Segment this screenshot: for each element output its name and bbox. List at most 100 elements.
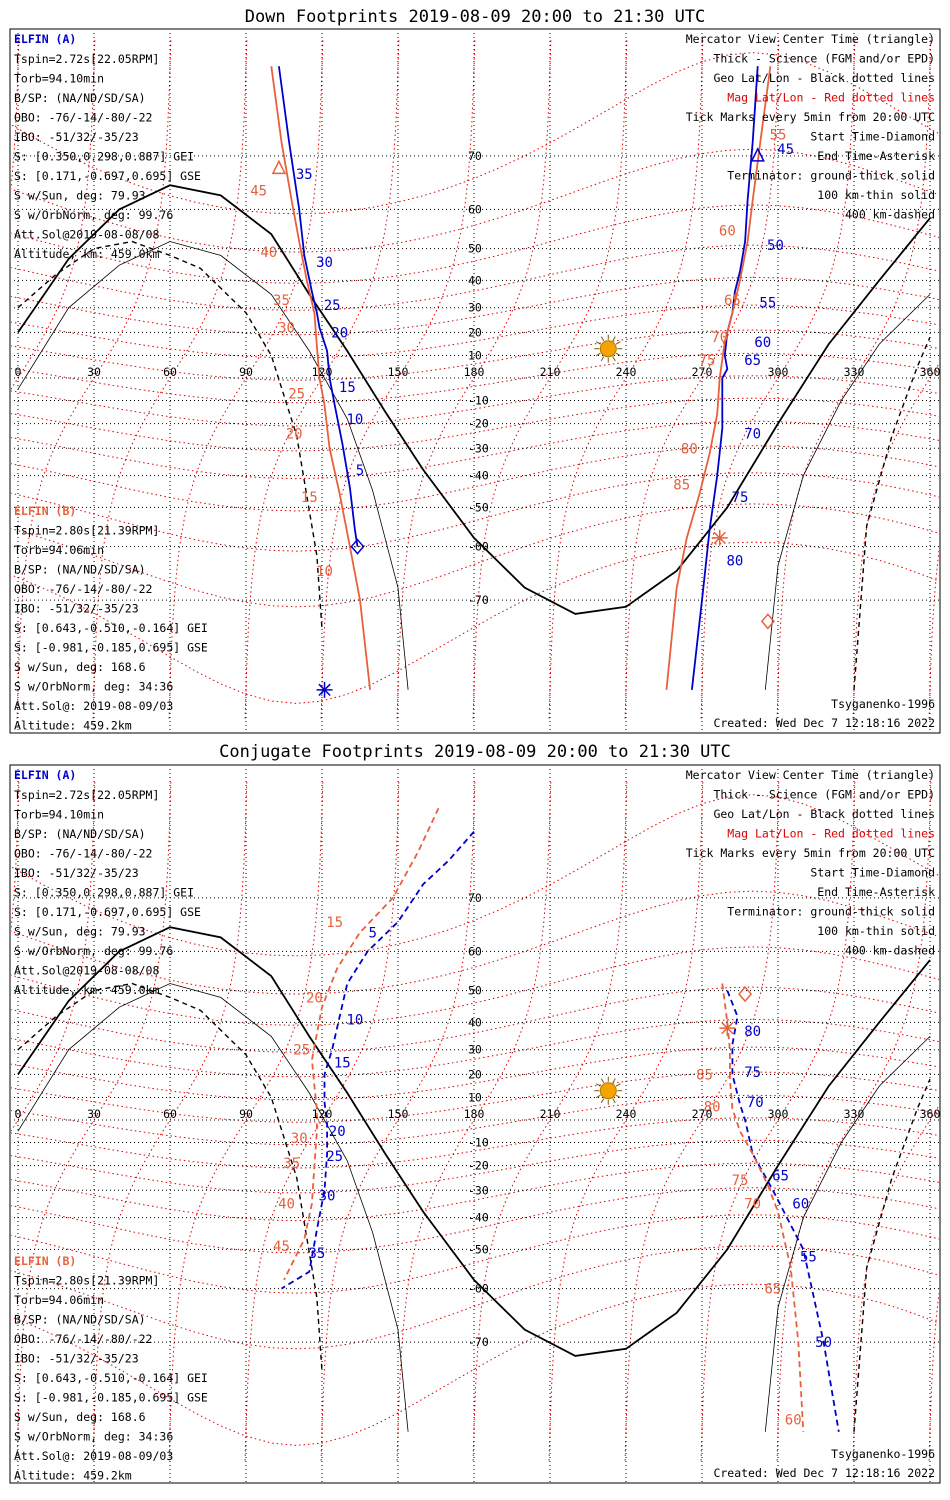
y-tick-label: -20	[468, 1159, 489, 1173]
elfin-a-time-label: 10	[347, 1012, 364, 1028]
x-tick-label: 270	[692, 365, 713, 379]
elfin-a-time-label: 75	[744, 1065, 761, 1081]
mag-latitude-line	[11, 1046, 939, 1101]
elfin-a-time-label: 70	[747, 1095, 764, 1111]
elfin-a-param: OBO: -76/-14/-80/-22	[14, 847, 152, 861]
legend-line: 100 km-thin solid	[817, 924, 935, 938]
elfin-b-param: Att.Sol@: 2019-08-09/03	[14, 699, 173, 713]
elfin-a-param: S: [0.171,-0.697,0.695] GSE	[14, 169, 201, 183]
mag-longitude-line	[776, 37, 932, 719]
model-label: Tsyganenko-1996	[831, 697, 935, 711]
y-tick-label: -30	[468, 1183, 489, 1197]
elfin-b-trace: 45 40 35 30 25 20 15 10	[250, 66, 371, 690]
elfin-b-time-label: 45	[273, 1239, 290, 1255]
elfin-a-time-label: 45	[777, 142, 794, 158]
mag-latitude-line	[11, 329, 939, 381]
elfin-b-time-label: 20	[286, 426, 303, 442]
elfin-a-time-label: 50	[815, 1335, 832, 1351]
map-panel-2: Conjugate Footprints 2019-08-09 20:00 to…	[9, 742, 941, 1484]
x-tick-label: 90	[239, 365, 253, 379]
sun-ray	[612, 1078, 616, 1084]
elfin-a-time-label: 25	[324, 298, 341, 314]
sun-ray	[600, 356, 605, 362]
mag-longitude-line	[472, 779, 628, 1461]
x-tick-label: 270	[692, 1107, 713, 1121]
elfin-a-time-label: 35	[296, 167, 313, 183]
y-tick-label: 30	[468, 301, 482, 315]
x-tick-label: 120	[312, 1107, 333, 1121]
elfin-b-param: IBO: -51/32/-35/23	[14, 602, 139, 616]
map-frame	[9, 28, 941, 734]
y-tick-label: -40	[468, 1211, 489, 1225]
legend-line: 100 km-thin solid	[817, 188, 935, 202]
mag-longitude-line	[16, 37, 172, 719]
elfin-a-param: B/SP: (NA/ND/SD/SA)	[14, 827, 146, 841]
mag-latitude-line	[11, 1162, 939, 1222]
elfin-b-param: S w/OrbNorm, deg: 34:36	[14, 680, 173, 694]
elfin-a-param: Altitude, km: 459.0km	[14, 247, 159, 261]
end-time-asterisk	[316, 681, 333, 698]
mag-longitude-line	[320, 779, 476, 1461]
elfin-b-param: Tspin=2.80s[21.39RPM]	[14, 524, 159, 538]
elfin-b-time-label: 45	[250, 183, 267, 199]
elfin-a-param: Att.Sol@2019-08-08/08	[14, 964, 159, 978]
asterisk-stroke	[318, 683, 331, 697]
elfin-a-time-label: 60	[792, 1197, 809, 1213]
chart-title: Down Footprints 2019-08-09 20:00 to 21:3…	[245, 7, 706, 27]
elfin-b-time-label: 80	[681, 441, 698, 457]
geo-grid	[11, 766, 939, 1482]
mag-longitude-line	[396, 37, 552, 719]
legend-line: Tick Marks every 5min from 20:00 UTC	[686, 846, 935, 860]
mag-longitude-line	[168, 779, 324, 1461]
y-tick-label: 50	[468, 242, 482, 256]
elfin-a-time-label: 20	[329, 1124, 346, 1140]
asterisk-stroke	[721, 1021, 734, 1035]
legend-line: Thick - Science (FGM and/or EPD)	[713, 788, 935, 802]
sun-icon	[594, 334, 623, 363]
elfin-a-footprint-line	[691, 66, 759, 690]
y-tick-label: -70	[468, 593, 489, 607]
elfin-a-time-label: 10	[347, 412, 364, 428]
elfin-b-param: B/SP: (NA/ND/SD/SA)	[14, 1313, 146, 1327]
created-timestamp: Created: Wed Dec 7 12:18:16 2022	[713, 1466, 935, 1480]
mag-longitude-line	[548, 779, 704, 1461]
elfin-a-time-label: 15	[334, 1055, 351, 1071]
elfin-a-time-label: 70	[744, 426, 761, 442]
elfin-a-param: S w/OrbNorm, deg: 99.76	[14, 944, 173, 958]
x-tick-label: 30	[87, 365, 101, 379]
mag-longitude-line	[624, 779, 780, 1461]
terminator-curves	[17, 926, 931, 1432]
sun-ray	[612, 356, 616, 362]
elfin-a-time-label: 5	[356, 463, 364, 479]
legend-line: Mercator View Center Time (triangle)	[686, 768, 935, 782]
sun-ray	[615, 341, 621, 345]
x-tick-label: 180	[464, 1107, 485, 1121]
sun-ray	[595, 352, 601, 357]
y-tick-label: 10	[468, 349, 482, 363]
y-tick-label: -30	[468, 441, 489, 455]
y-tick-label: -40	[468, 469, 489, 483]
y-tick-label: 70	[468, 891, 482, 905]
elfin-b-time-label: 10	[316, 564, 333, 580]
y-tick-label: 60	[468, 202, 482, 216]
elfin-a-time-label: 80	[744, 1024, 761, 1040]
center-time-triangle	[750, 147, 765, 162]
elfin-b-trace: 55 60 65 70 75 80 85	[665, 66, 787, 690]
elfin-b-trace: 85 80 75 70 65 60	[696, 983, 805, 1432]
mag-latitude-line	[11, 397, 939, 452]
legend-line: End Time-Asterisk	[817, 885, 935, 899]
y-tick-label: -10	[468, 1135, 489, 1149]
elfin-b-param: S w/OrbNorm, deg: 34:36	[14, 1430, 173, 1444]
mag-latitude-line	[11, 276, 939, 336]
elfin-b-time-label: 55	[770, 128, 787, 144]
terminator-400km-line	[853, 1078, 931, 1432]
y-tick-label: 50	[468, 984, 482, 998]
elfin-b-time-label: 75	[732, 1173, 749, 1189]
elfin-b-time-label: 65	[724, 293, 741, 309]
mag-longitude-line	[624, 37, 780, 719]
created-timestamp: Created: Wed Dec 7 12:18:16 2022	[713, 716, 935, 730]
mag-latitude-line	[11, 1117, 939, 1169]
x-tick-label: 0	[15, 365, 22, 379]
elfin-a-time-label: 20	[331, 325, 348, 341]
legend-line: Mag Lat/Lon - Red dotted lines	[727, 91, 935, 105]
